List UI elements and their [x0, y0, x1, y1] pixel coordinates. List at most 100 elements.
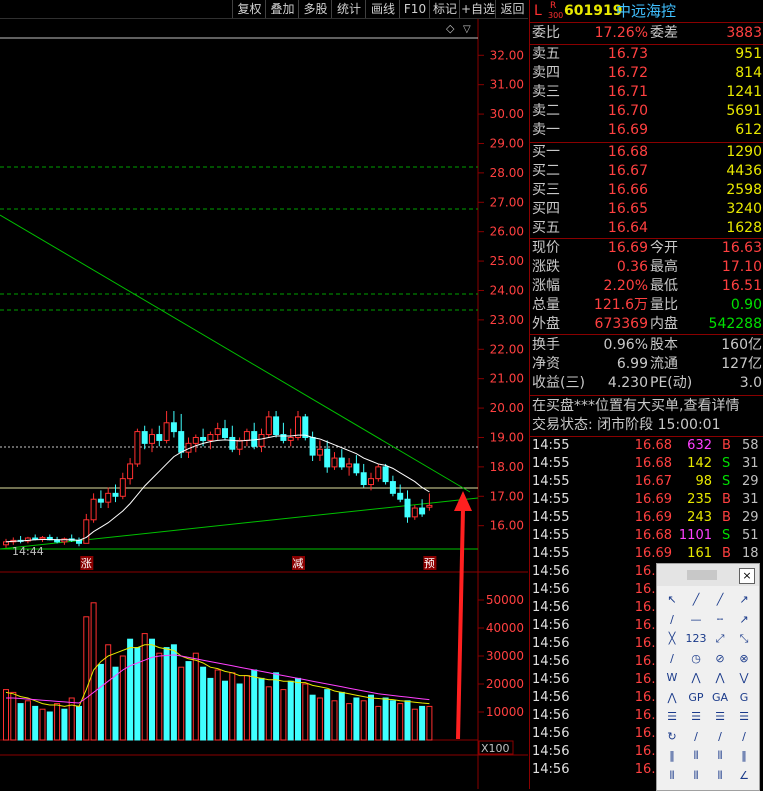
draw-tool-16-icon[interactable]: W — [666, 671, 678, 684]
volume-bar — [338, 691, 345, 741]
draw-tool-37-icon[interactable]: ⫴ — [693, 768, 699, 782]
toolbar-btn-3[interactable]: 统计 — [331, 0, 366, 18]
ask-row[interactable]: 卖三 16.71 1241 — [530, 83, 763, 102]
draw-tool-17-icon[interactable]: ⋀ — [691, 671, 701, 684]
draw-tool-4-icon[interactable]: ∕ — [670, 612, 674, 626]
toolbar-btn-7[interactable]: +自选 — [459, 0, 496, 18]
draw-tool-13-icon[interactable]: ◷ — [691, 651, 701, 665]
bid-row[interactable]: 买五 16.64 1628 — [530, 219, 763, 238]
ask-row[interactable]: 卖四 16.72 814 — [530, 64, 763, 83]
draw-tool-19-icon[interactable]: ⋁ — [739, 671, 749, 684]
draw-tool-11-icon[interactable]: ⤡ — [739, 632, 749, 645]
draw-tool-27-icon[interactable]: ☰ — [739, 710, 749, 723]
draw-tool-15-icon[interactable]: ⊗ — [739, 651, 749, 665]
volume-unit: X100 — [481, 742, 510, 755]
draw-tool-23-icon[interactable]: G — [739, 690, 749, 704]
candle-body — [170, 422, 177, 433]
volume-tick-label: 40000 — [486, 621, 524, 635]
candle-body — [83, 519, 90, 544]
candle-body — [141, 431, 148, 444]
tick-time: 14:55 — [532, 546, 570, 561]
volume-bar — [426, 705, 433, 741]
tick-time: 14:55 — [532, 492, 570, 507]
draw-tool-36-icon[interactable]: ⫴ — [669, 768, 675, 782]
toolbar-btn-0[interactable]: 复权 — [232, 0, 266, 18]
palette-title-bar[interactable]: × — [657, 564, 759, 586]
draw-tool-2-icon[interactable]: ╱ — [716, 593, 724, 606]
draw-tool-1-icon[interactable]: ╱ — [692, 593, 700, 606]
draw-tool-12-icon[interactable]: ∕ — [670, 651, 674, 665]
draw-tool-38-icon[interactable]: ⫴ — [717, 768, 723, 782]
draw-tool-28-icon[interactable]: ↻ — [667, 729, 677, 743]
ask-row[interactable]: 卖五 16.73 951 — [530, 45, 763, 64]
marker-label[interactable]: 涨 — [81, 557, 92, 570]
draw-tool-34-icon[interactable]: ⫴ — [717, 749, 723, 762]
draw-tool-0-icon[interactable]: ↖ — [667, 593, 677, 606]
bid-row[interactable]: 买二 16.67 4436 — [530, 162, 763, 181]
diamond-icon[interactable]: ◇ — [446, 22, 455, 35]
draw-tool-22-icon[interactable]: GA — [711, 690, 729, 704]
toolbar-btn-5[interactable]: F10 — [399, 0, 430, 18]
chevron-down-icon[interactable]: ▽ — [463, 24, 471, 35]
volume-bar — [141, 633, 148, 741]
tick-volume: 98 — [695, 474, 712, 489]
volume-bar — [68, 697, 75, 741]
marker-box — [80, 556, 94, 570]
draw-tool-6-icon[interactable]: ╌ — [716, 612, 724, 626]
toolbar-btn-2[interactable]: 多股 — [298, 0, 332, 18]
draw-tool-18-icon[interactable]: ⋀ — [715, 671, 725, 684]
quote-value-2: 542288 — [708, 316, 762, 332]
tick-count: 18 — [742, 546, 759, 561]
draw-tool-3-icon[interactable]: ↗ — [739, 593, 749, 606]
draw-tool-33-icon[interactable]: ⫴ — [693, 749, 699, 762]
candle-body — [397, 492, 404, 500]
draw-tool-32-icon[interactable]: ‖ — [669, 749, 675, 762]
bid-row[interactable]: 买一 16.68 1290 — [530, 143, 763, 162]
toolbar-btn-4[interactable]: 画线 — [365, 0, 400, 18]
toolbar-btn-6[interactable]: 标记 — [429, 0, 460, 18]
draw-tool-29-icon[interactable]: ∕ — [694, 729, 698, 743]
draw-tool-31-icon[interactable]: ∕ — [742, 729, 746, 743]
volume-bar — [156, 652, 163, 741]
marker-label[interactable]: 预 — [424, 557, 435, 570]
down-trendline — [0, 214, 471, 493]
fund-value: 0.96% — [603, 337, 648, 353]
draw-tool-25-icon[interactable]: ☰ — [691, 710, 701, 723]
big-order-notice[interactable]: 在买盘***位置有大买单,查看详情 — [530, 397, 763, 416]
toolbar-btn-1[interactable]: 叠加 — [265, 0, 299, 18]
draw-tool-30-icon[interactable]: ∕ — [718, 729, 722, 743]
candle-body — [97, 498, 104, 503]
volume-bar — [331, 700, 338, 741]
bid-row[interactable]: 买四 16.65 3240 — [530, 200, 763, 219]
kline-chart[interactable]: 32.00 31.00 30.00 29.00 28.00 27.00 26.00 25.00… — [0, 19, 528, 789]
ask-row[interactable]: 卖二 16.70 5691 — [530, 102, 763, 121]
draw-tool-5-icon[interactable]: — — [690, 612, 702, 626]
draw-tool-9-icon[interactable]: 123 — [685, 632, 707, 645]
draw-tool-35-icon[interactable]: ‖ — [741, 749, 747, 762]
candle-body — [24, 537, 31, 542]
volume-bar — [163, 647, 170, 741]
price-tick-label: 21.00 — [490, 372, 524, 386]
ask-price: 16.70 — [607, 103, 648, 119]
draw-tool-10-icon[interactable]: ⤢ — [715, 632, 725, 645]
close-icon[interactable]: × — [739, 568, 755, 584]
draw-tool-7-icon[interactable]: ↗ — [739, 612, 749, 626]
price-tick-label: 30.00 — [490, 107, 524, 121]
volume-tick-label: 20000 — [486, 677, 524, 691]
quote-label-2: 最低 — [650, 278, 678, 294]
draw-tool-26-icon[interactable]: ☰ — [715, 710, 725, 723]
ask-row[interactable]: 卖一 16.69 612 — [530, 121, 763, 140]
draw-tool-14-icon[interactable]: ⊘ — [715, 651, 725, 665]
notice-text[interactable]: 在买盘***位置有大买单,查看详情 — [532, 398, 740, 414]
tick-count: 29 — [742, 474, 759, 489]
toolbar-btn-8[interactable]: 返回 — [495, 0, 529, 18]
drawing-tools-palette[interactable]: × ↖ ╱ ╱ ↗ ∕ — ╌ ↗ ╳ 123 ⤢ ⤡ ∕ ◷ ⊘ ⊗ W ⋀ ⋀ ⋁ ⋀ GP GA G ☰ ☰ ☰ ☰ ↻ ∕ ∕ ∕ ‖ ⫴… — [656, 563, 760, 791]
draw-tool-39-icon[interactable]: ∠ — [739, 768, 749, 782]
marker-label[interactable]: 减 — [293, 557, 304, 570]
draw-tool-21-icon[interactable]: GP — [688, 690, 704, 704]
price-tick-label: 25.00 — [490, 254, 524, 268]
bid-row[interactable]: 买三 16.66 2598 — [530, 181, 763, 200]
draw-tool-20-icon[interactable]: ⋀ — [667, 690, 677, 704]
draw-tool-8-icon[interactable]: ╳ — [668, 632, 676, 645]
draw-tool-24-icon[interactable]: ☰ — [667, 710, 677, 723]
